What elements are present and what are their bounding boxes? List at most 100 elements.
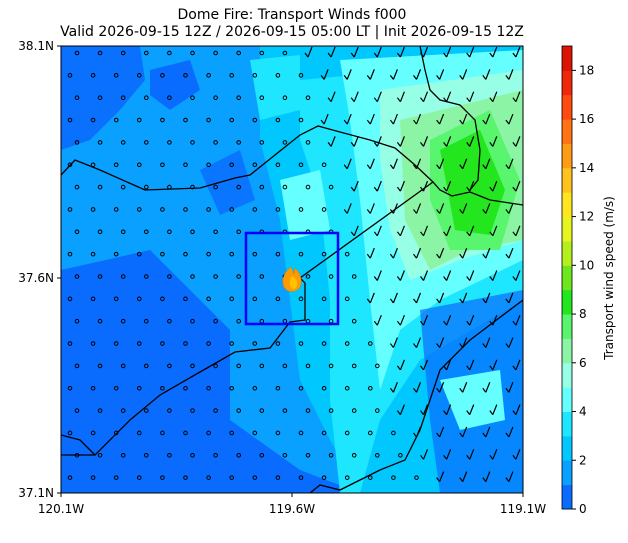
wind-barb xyxy=(413,69,422,80)
calm-wind-marker xyxy=(97,274,103,279)
colorbar-tick-label: 6 xyxy=(579,356,587,370)
calm-wind-marker xyxy=(305,274,311,279)
calm-wind-marker xyxy=(321,430,327,436)
calm-wind-marker xyxy=(97,363,103,369)
y-tick-label: 38.1N xyxy=(18,39,54,53)
colorbar-tick-label: 10 xyxy=(579,258,594,272)
x-axis: 120.1W 119.6W 119.1W xyxy=(38,493,546,516)
calm-wind-marker xyxy=(259,50,265,56)
calm-wind-marker xyxy=(375,408,380,413)
calm-wind-marker xyxy=(167,274,172,279)
wind-barb xyxy=(389,247,398,259)
calm-wind-marker xyxy=(137,385,142,391)
calm-wind-marker xyxy=(120,274,126,279)
calm-wind-marker xyxy=(259,363,265,369)
calm-wind-marker xyxy=(213,184,218,190)
calm-wind-marker xyxy=(252,73,258,78)
wind-barb xyxy=(396,136,405,147)
calm-wind-marker xyxy=(183,475,188,480)
calm-wind-marker xyxy=(137,251,142,257)
calm-wind-marker xyxy=(282,50,288,56)
calm-wind-marker xyxy=(120,363,126,369)
wind-barb xyxy=(443,404,452,415)
calm-wind-marker xyxy=(113,385,119,391)
wind-barb xyxy=(512,404,521,415)
colorbar-segment xyxy=(562,411,572,437)
calm-wind-marker xyxy=(328,453,334,458)
calm-wind-marker xyxy=(120,318,126,324)
wind-barb xyxy=(505,247,514,259)
calm-wind-marker xyxy=(160,117,165,123)
y-tick-label: 37.1N xyxy=(18,486,54,500)
calm-wind-marker xyxy=(190,95,195,100)
colorbar-segment xyxy=(562,46,572,71)
calm-wind-marker xyxy=(97,408,103,413)
calm-wind-marker xyxy=(214,498,218,502)
wind-barb xyxy=(413,426,422,438)
wind-barb xyxy=(436,203,445,214)
wind-barb xyxy=(343,158,352,170)
calm-wind-marker xyxy=(236,95,241,100)
calm-wind-marker xyxy=(74,453,80,458)
colorbar-tick-label: 4 xyxy=(579,405,587,419)
calm-wind-marker xyxy=(275,73,281,78)
calm-wind-marker xyxy=(368,385,373,391)
wind-barb xyxy=(512,91,521,103)
wind-barb xyxy=(366,113,375,125)
calm-wind-marker xyxy=(275,430,281,436)
calm-wind-marker xyxy=(183,207,188,212)
wind-barb xyxy=(482,337,491,348)
wind-barb xyxy=(512,225,521,237)
calm-wind-marker xyxy=(160,251,165,257)
calm-wind-marker xyxy=(252,207,258,212)
calm-wind-marker xyxy=(74,184,80,190)
calm-wind-marker xyxy=(183,73,188,78)
calm-wind-marker xyxy=(144,363,149,369)
calm-wind-marker xyxy=(160,73,165,78)
calm-wind-marker xyxy=(298,73,304,78)
calm-wind-marker xyxy=(305,363,311,369)
calm-wind-marker xyxy=(67,73,73,78)
calm-wind-marker xyxy=(213,274,218,279)
wind-barb xyxy=(443,91,452,103)
calm-wind-marker xyxy=(206,162,211,168)
wind-barb xyxy=(343,203,352,214)
wind-barb xyxy=(373,180,382,192)
wind-barb xyxy=(443,270,452,281)
wind-barb xyxy=(466,270,475,281)
calm-wind-marker xyxy=(160,385,165,391)
calm-wind-marker xyxy=(74,50,80,56)
calm-wind-marker xyxy=(252,162,258,168)
calm-wind-marker xyxy=(328,363,334,369)
wind-barbs xyxy=(67,46,521,502)
wind-barb xyxy=(505,113,514,125)
wind-barb xyxy=(343,69,352,80)
wind-barb xyxy=(396,359,405,371)
wind-barb xyxy=(366,203,375,214)
calm-wind-marker xyxy=(120,50,126,56)
calm-wind-marker xyxy=(137,430,142,436)
calm-wind-marker xyxy=(74,229,80,235)
wind-barb xyxy=(413,203,422,214)
calm-wind-marker xyxy=(90,341,96,346)
colorbar-segment xyxy=(562,70,572,96)
calm-wind-marker xyxy=(98,498,102,502)
calm-wind-marker xyxy=(113,207,119,212)
calm-wind-marker xyxy=(144,408,149,413)
wind-barb xyxy=(436,69,445,80)
wind-barb xyxy=(482,382,491,393)
calm-wind-marker xyxy=(321,207,327,212)
calm-wind-marker xyxy=(259,184,265,190)
calm-wind-marker xyxy=(113,341,119,346)
calm-wind-marker xyxy=(391,430,396,436)
wind-barb xyxy=(505,203,514,214)
wind-barb xyxy=(482,426,491,438)
calm-wind-marker xyxy=(351,274,357,279)
calm-wind-marker xyxy=(282,95,288,100)
calm-wind-marker xyxy=(97,184,103,190)
wind-barb xyxy=(512,180,521,192)
calm-wind-marker xyxy=(113,430,119,436)
wind-barb xyxy=(389,69,398,80)
calm-wind-marker xyxy=(97,140,103,145)
wind-barb xyxy=(466,91,475,103)
